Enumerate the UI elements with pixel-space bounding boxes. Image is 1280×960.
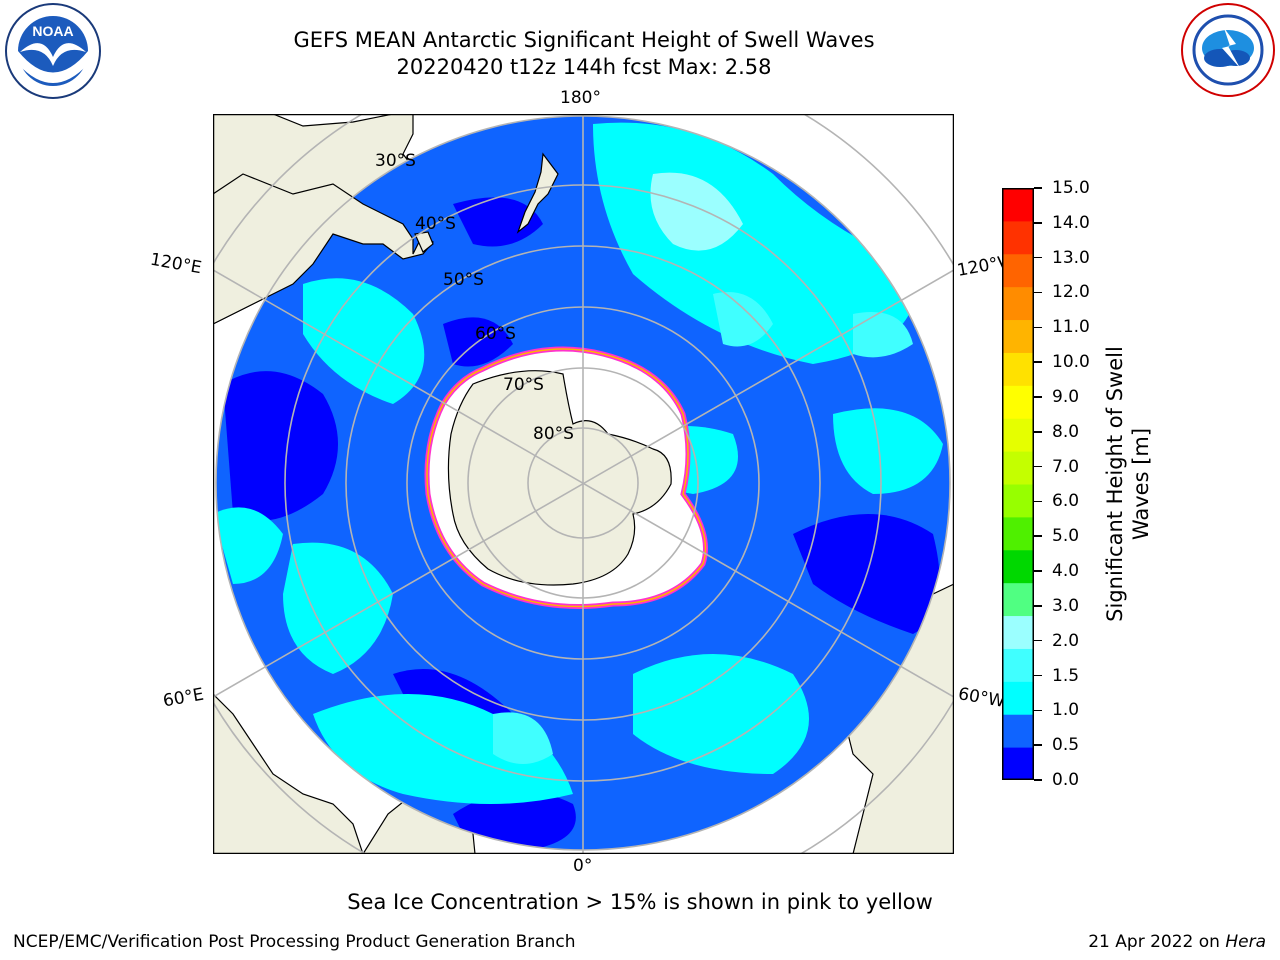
colorbar-segment: [1002, 418, 1034, 452]
lon-label-120e: 120°E: [148, 249, 204, 279]
colorbar-segment: [1002, 451, 1034, 485]
colorbar-tick-mark: [1034, 361, 1042, 363]
colorbar-tick-label: 7.0: [1052, 456, 1080, 477]
colorbar-tick-mark: [1034, 535, 1042, 537]
colorbar-tick-label: 2.0: [1052, 630, 1080, 651]
lat-label-30s: 30°S: [375, 151, 416, 171]
lat-label-80s: 80°S: [533, 424, 574, 444]
polar-map: [213, 114, 954, 854]
colorbar-tick-label: 9.0: [1052, 386, 1080, 407]
colorbar-tick-mark: [1034, 291, 1042, 294]
lon-label-60w: 60°W: [956, 684, 1007, 712]
lat-label-70s: 70°S: [503, 375, 544, 395]
colorbar-tick-mark: [1034, 326, 1042, 329]
colorbar-tick-mark: [1034, 639, 1042, 642]
lon-label-0: 0°: [573, 856, 593, 876]
colorbar-segment: [1002, 220, 1034, 255]
lon-label-180: 180°: [560, 88, 601, 108]
colorbar-tick-label: 0.5: [1052, 735, 1080, 756]
chart-subtitle: 20220420 t12z 144h fcst Max: 2.58: [396, 55, 772, 79]
colorbar-tick-mark: [1034, 709, 1042, 712]
antarctica: [447, 370, 672, 586]
footer-branch: NCEP/EMC/Verification Post Processing Pr…: [13, 932, 576, 952]
colorbar-tick-label: 11.0: [1052, 317, 1090, 338]
caption: Sea Ice Concentration > 15% is shown in …: [347, 890, 933, 914]
colorbar-tick-label: 0.0: [1052, 770, 1080, 790]
colorbar-segment: [1002, 516, 1034, 551]
colorbar-segment: [1002, 714, 1034, 748]
colorbar-tick-mark: [1034, 570, 1042, 572]
colorbar-tick-mark: [1034, 222, 1042, 224]
colorbar-segment: [1002, 352, 1034, 386]
colorbar-tick-label: 8.0: [1052, 421, 1080, 442]
colorbar-tick-label: 12.0: [1052, 282, 1090, 303]
colorbar-segment: [1002, 747, 1034, 780]
footer-date-text: 21 Apr 2022 on: [1088, 932, 1220, 952]
colorbar-segment: [1002, 253, 1034, 288]
lon-label-60e: 60°E: [161, 684, 206, 712]
noaa-logo: NOAA: [5, 3, 101, 99]
colorbar-segment: [1002, 484, 1034, 518]
lat-label-60s: 60°S: [475, 324, 516, 344]
colorbar-tick-mark: [1034, 744, 1042, 746]
colorbar-tick-label: 15.0: [1052, 178, 1090, 198]
colorbar-tick-mark: [1034, 674, 1042, 677]
colorbar-segment: [1002, 188, 1034, 222]
lat-label-40s: 40°S: [415, 214, 456, 234]
colorbar-tick-mark: [1034, 396, 1042, 398]
nws-logo: [1181, 3, 1275, 97]
colorbar-segment: [1002, 648, 1034, 682]
footer-host: Hera: [1225, 932, 1266, 952]
map-border: [213, 114, 954, 854]
colorbar-tick-mark: [1034, 779, 1042, 781]
colorbar-segment: [1002, 549, 1034, 584]
colorbar-tick-label: 6.0: [1052, 491, 1080, 512]
footer-date: 21 Apr 2022 on Hera: [1088, 932, 1266, 952]
colorbar-tick-mark: [1034, 465, 1042, 468]
chart-title: GEFS MEAN Antarctic Significant Height o…: [293, 28, 875, 52]
graticule: [213, 114, 954, 854]
colorbar-segment: [1002, 582, 1034, 617]
colorbar-tick-mark: [1034, 500, 1042, 503]
colorbar-tick-label: 3.0: [1052, 595, 1080, 616]
colorbar-tick-label: 4.0: [1052, 561, 1080, 582]
colorbar-tick-label: 13.0: [1052, 247, 1090, 268]
colorbar-segment: [1002, 319, 1034, 353]
noaa-logo-text: NOAA: [32, 23, 73, 39]
colorbar-label: Significant Height of Swell Waves [m]: [1102, 304, 1154, 664]
colorbar-tick-mark: [1034, 256, 1042, 259]
colorbar-segment: [1002, 681, 1034, 715]
colorbar-tick-label: 1.0: [1052, 700, 1080, 721]
colorbar: [1002, 188, 1034, 780]
colorbar-label-line1: Significant Height of Swell: [1103, 346, 1127, 622]
colorbar-segment: [1002, 385, 1034, 419]
colorbar-tick-label: 5.0: [1052, 526, 1080, 547]
colorbar-tick-mark: [1034, 431, 1042, 433]
colorbar-tick-label: 10.0: [1052, 352, 1090, 373]
colorbar-tick-mark: [1034, 605, 1042, 607]
colorbar-tick-label: 1.5: [1052, 665, 1080, 686]
colorbar-segment: [1002, 286, 1034, 321]
colorbar-segment: [1002, 615, 1034, 649]
colorbar-tick-mark: [1034, 187, 1042, 189]
lat-label-50s: 50°S: [443, 270, 484, 290]
colorbar-label-line2: Waves [m]: [1129, 427, 1153, 541]
colorbar-tick-label: 14.0: [1052, 212, 1090, 233]
